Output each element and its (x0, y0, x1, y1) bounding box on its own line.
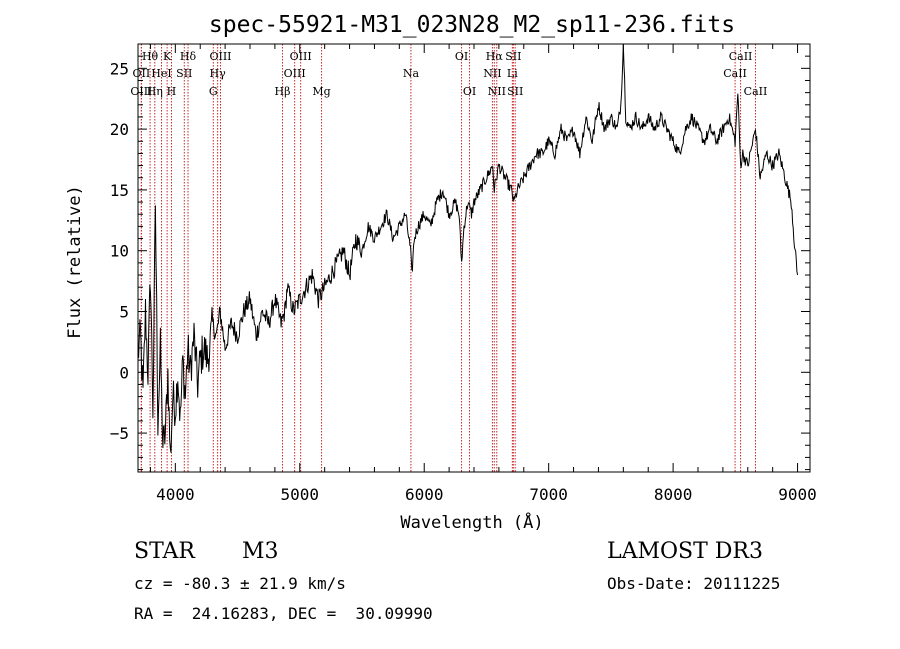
observation-date: Obs-Date: 20111225 (607, 574, 781, 593)
emission-line-label: SII (176, 67, 192, 80)
emission-line-label: OII (133, 67, 151, 80)
x-tick-label: 4000 (156, 485, 195, 504)
emission-line-label: OI (455, 50, 468, 63)
y-tick-label: −5 (110, 424, 129, 443)
emission-line-label: OIII (209, 50, 231, 63)
emission-line-label: Hβ (275, 85, 291, 98)
y-tick-label: 5 (119, 303, 129, 322)
x-tick-label: 7000 (529, 485, 568, 504)
spectrum-line (137, 44, 799, 453)
emission-line-label: SII (507, 85, 523, 98)
y-tick-label: 10 (110, 242, 129, 261)
emission-line-label: Mg (312, 85, 330, 98)
emission-line-label: NII (483, 67, 501, 80)
x-tick-label: 5000 (281, 485, 320, 504)
emission-line-label: Hθ (142, 50, 159, 63)
x-tick-label: 6000 (405, 485, 444, 504)
emission-line-label: HeI (151, 67, 171, 80)
plot-frame (137, 43, 811, 473)
redshift-velocity: cz = -80.3 ± 21.9 km/s (134, 574, 346, 593)
emission-line-label: OIII (130, 85, 152, 98)
emission-line-label: OIII (284, 67, 306, 80)
emission-line-markers (140, 44, 756, 472)
emission-line-label: NII (488, 85, 506, 98)
y-tick-label: 25 (110, 59, 129, 78)
y-tick-label: 0 (119, 363, 129, 382)
object-subclass: M3 (242, 539, 279, 564)
emission-line-label: Na (403, 67, 420, 80)
emission-line-label: Hα (486, 50, 504, 63)
emission-line-label: CaII (744, 85, 768, 98)
object-class: STAR (134, 539, 195, 564)
emission-line-label: Hη (147, 85, 163, 98)
x-axis-label: Wavelength (Å) (400, 511, 543, 533)
spectrum-series (137, 44, 799, 453)
emission-line-label: CaII (723, 67, 747, 80)
y-tick-label: 20 (110, 120, 129, 139)
emission-line-label: K (163, 50, 172, 63)
emission-line-label: OIII (290, 50, 312, 63)
x-tick-label: 8000 (654, 485, 693, 504)
emission-line-label: G (209, 85, 218, 98)
emission-line-label: H (167, 85, 177, 98)
axis-ticks: 4000 5000 6000 7000 8000 9000 −5 0 5 10 15 20 25 (110, 44, 817, 504)
x-tick-label: 9000 (778, 485, 817, 504)
emission-line-label: Hδ (180, 50, 197, 63)
y-tick-label: 15 (110, 181, 129, 200)
survey-name: LAMOST DR3 (607, 539, 763, 564)
emission-line-label: Hγ (210, 67, 227, 80)
y-axis-label: Flux (relative) (65, 185, 85, 339)
ra-dec-coordinates: RA = 24.16283, DEC = 30.09990 (134, 604, 433, 623)
emission-line-label: OI (463, 85, 476, 98)
emission-line-label: CaII (729, 50, 753, 63)
chart-title: spec-55921-M31_023N28_M2_sp11-236.fits (209, 12, 735, 38)
emission-line-label: SII (505, 50, 521, 63)
emission-line-label: Li (507, 67, 518, 80)
